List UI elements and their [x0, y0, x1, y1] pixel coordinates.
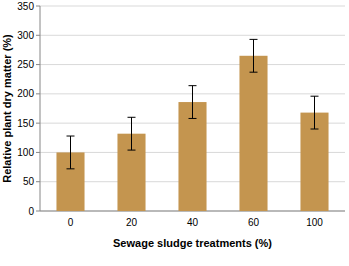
error-cap: [128, 117, 136, 118]
y-tick-label: 100: [17, 147, 34, 158]
grid-line: [40, 6, 345, 7]
y-tick: [36, 6, 40, 7]
error-cap: [311, 96, 319, 97]
y-tick: [36, 64, 40, 65]
y-tick-label: 300: [17, 30, 34, 41]
bar: [178, 102, 206, 211]
x-tick-label: 0: [68, 217, 74, 228]
y-tick: [36, 211, 40, 212]
error-cap: [67, 136, 75, 137]
error-bar: [67, 136, 75, 169]
x-tick-label: 100: [306, 217, 323, 228]
y-tick-label: 250: [17, 59, 34, 70]
y-tick: [36, 181, 40, 182]
bars-group: [56, 39, 328, 211]
y-axis-label: Relative plant dry matter (%): [1, 34, 13, 183]
error-stem: [131, 117, 132, 150]
error-cap: [67, 168, 75, 169]
error-stem: [314, 96, 315, 129]
error-cap: [250, 39, 258, 40]
y-tick: [36, 93, 40, 94]
grid-line: [40, 35, 345, 36]
y-tick: [36, 123, 40, 124]
y-tick-label: 0: [28, 206, 34, 217]
x-tick-label: 60: [248, 217, 260, 228]
error-cap: [128, 150, 136, 151]
error-bar: [128, 117, 136, 150]
error-cap: [250, 72, 258, 73]
chart-container: 0 50 100 150 200 250 300 350 0 20 40 60 100 Sewage sl…: [0, 0, 349, 266]
y-tick: [36, 152, 40, 153]
error-cap: [189, 85, 197, 86]
error-stem: [70, 136, 71, 169]
y-tick-label: 350: [17, 1, 34, 12]
chart-svg: 0 50 100 150 200 250 300 350 0 20 40 60 100 Sewage sl…: [0, 0, 349, 266]
grid-line: [40, 64, 345, 65]
x-tick-label: 20: [126, 217, 138, 228]
error-bar: [250, 39, 258, 72]
y-tick-label: 150: [17, 118, 34, 129]
error-bar: [189, 86, 197, 119]
error-stem: [253, 39, 254, 72]
y-tick-label: 50: [23, 176, 35, 187]
y-tick-label: 200: [17, 88, 34, 99]
y-tick: [36, 35, 40, 36]
error-stem: [192, 86, 193, 119]
error-bar: [311, 96, 319, 129]
error-cap: [189, 118, 197, 119]
bar: [239, 56, 267, 211]
x-tick-label: 40: [187, 217, 199, 228]
y-axis: [40, 6, 41, 211]
error-cap: [311, 129, 319, 130]
x-axis-label: Sewage sludge treatments (%): [113, 237, 272, 249]
